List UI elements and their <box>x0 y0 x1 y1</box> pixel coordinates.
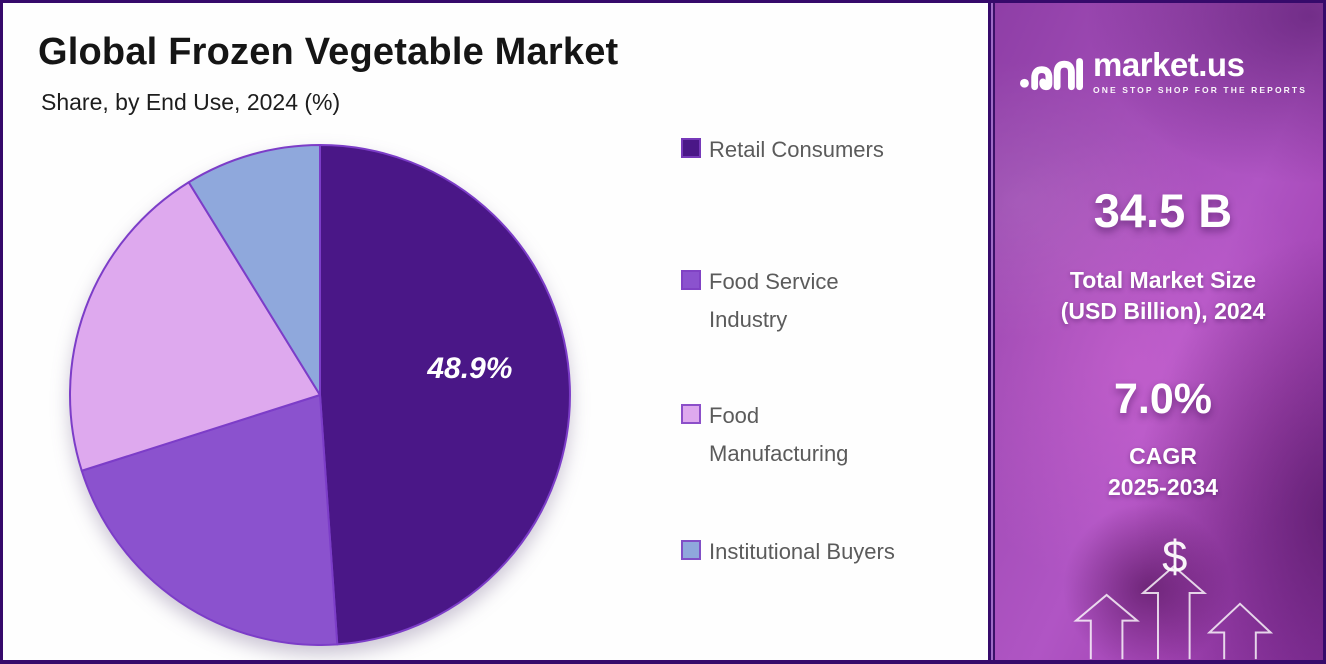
pie-chart-svg: 48.9% <box>69 144 571 646</box>
pie-slice-2 <box>69 181 321 472</box>
legend-label: Food Manufacturing <box>709 397 848 473</box>
legend-item-food-manufacturing: Food Manufacturing <box>681 397 848 473</box>
legend-label-line: Institutional Buyers <box>709 539 895 564</box>
legend-swatch-retail-consumers <box>681 138 701 158</box>
pie-slice-0 <box>319 144 571 646</box>
legend-label: Institutional Buyers <box>709 533 895 571</box>
up-arrow-icon <box>1140 564 1208 660</box>
cagr-label-line2: 2025-2034 <box>1108 474 1218 500</box>
legend-swatch-food-service-industry <box>681 270 701 290</box>
chart-area: Global Frozen Vegetable Market Share, by… <box>3 3 988 660</box>
legend-label: Food Service Industry <box>709 263 839 339</box>
chart-subtitle: Share, by End Use, 2024 (%) <box>41 89 341 115</box>
total-market-size-value: 34.5 B <box>1093 184 1233 237</box>
legend-label: Retail Consumers <box>709 131 884 169</box>
growth-arrows-graphic: $ <box>1073 531 1274 660</box>
legend-swatch-institutional-buyers <box>681 540 701 560</box>
legend-label-line: Food Service <box>709 269 839 294</box>
pie-slice-1 <box>80 394 339 646</box>
cagr-label-line1: CAGR <box>1129 443 1197 469</box>
legend-label-line: Manufacturing <box>709 441 849 466</box>
legend-item-food-service-industry: Food Service Industry <box>681 263 839 339</box>
up-arrow-icon <box>1073 593 1140 660</box>
brand-logo-text: market.us ONE STOP SHOP FOR THE REPORTS <box>1093 45 1307 95</box>
brand-name: market.us <box>1093 45 1245 83</box>
brand-sidebar: market.us ONE STOP SHOP FOR THE REPORTS … <box>988 3 1323 660</box>
cagr-value: 7.0% <box>1113 375 1212 423</box>
total-market-size-label-line1: Total Market Size <box>1069 267 1257 293</box>
legend-label-line: Food <box>709 403 760 428</box>
legend-item-retail-consumers: Retail Consumers <box>681 131 884 169</box>
market-us-logo-icon <box>1020 58 1084 91</box>
legend-label-line: Industry <box>709 307 788 332</box>
pie-data-label: 48.9% <box>426 352 512 385</box>
pie-slice-3 <box>187 144 321 396</box>
total-market-size-label-line2: (USD Billion), 2024 <box>1060 298 1266 324</box>
legend-item-institutional-buyers: Institutional Buyers <box>681 533 895 571</box>
cagr-label: CAGR 2025-2034 <box>991 441 1323 503</box>
brand-tagline: ONE STOP SHOP FOR THE REPORTS <box>1093 84 1307 95</box>
legend-swatch-food-manufacturing <box>681 404 701 424</box>
total-market-size-label: Total Market Size (USD Billion), 2024 <box>991 265 1323 327</box>
up-arrow-icon <box>1206 602 1274 660</box>
page-title: Global Frozen Vegetable Market <box>38 31 619 73</box>
legend-label-line: Retail Consumers <box>709 137 884 162</box>
pie-chart: 48.9% <box>56 131 584 659</box>
brand-logo: market.us ONE STOP SHOP FOR THE REPORTS <box>991 45 1323 97</box>
